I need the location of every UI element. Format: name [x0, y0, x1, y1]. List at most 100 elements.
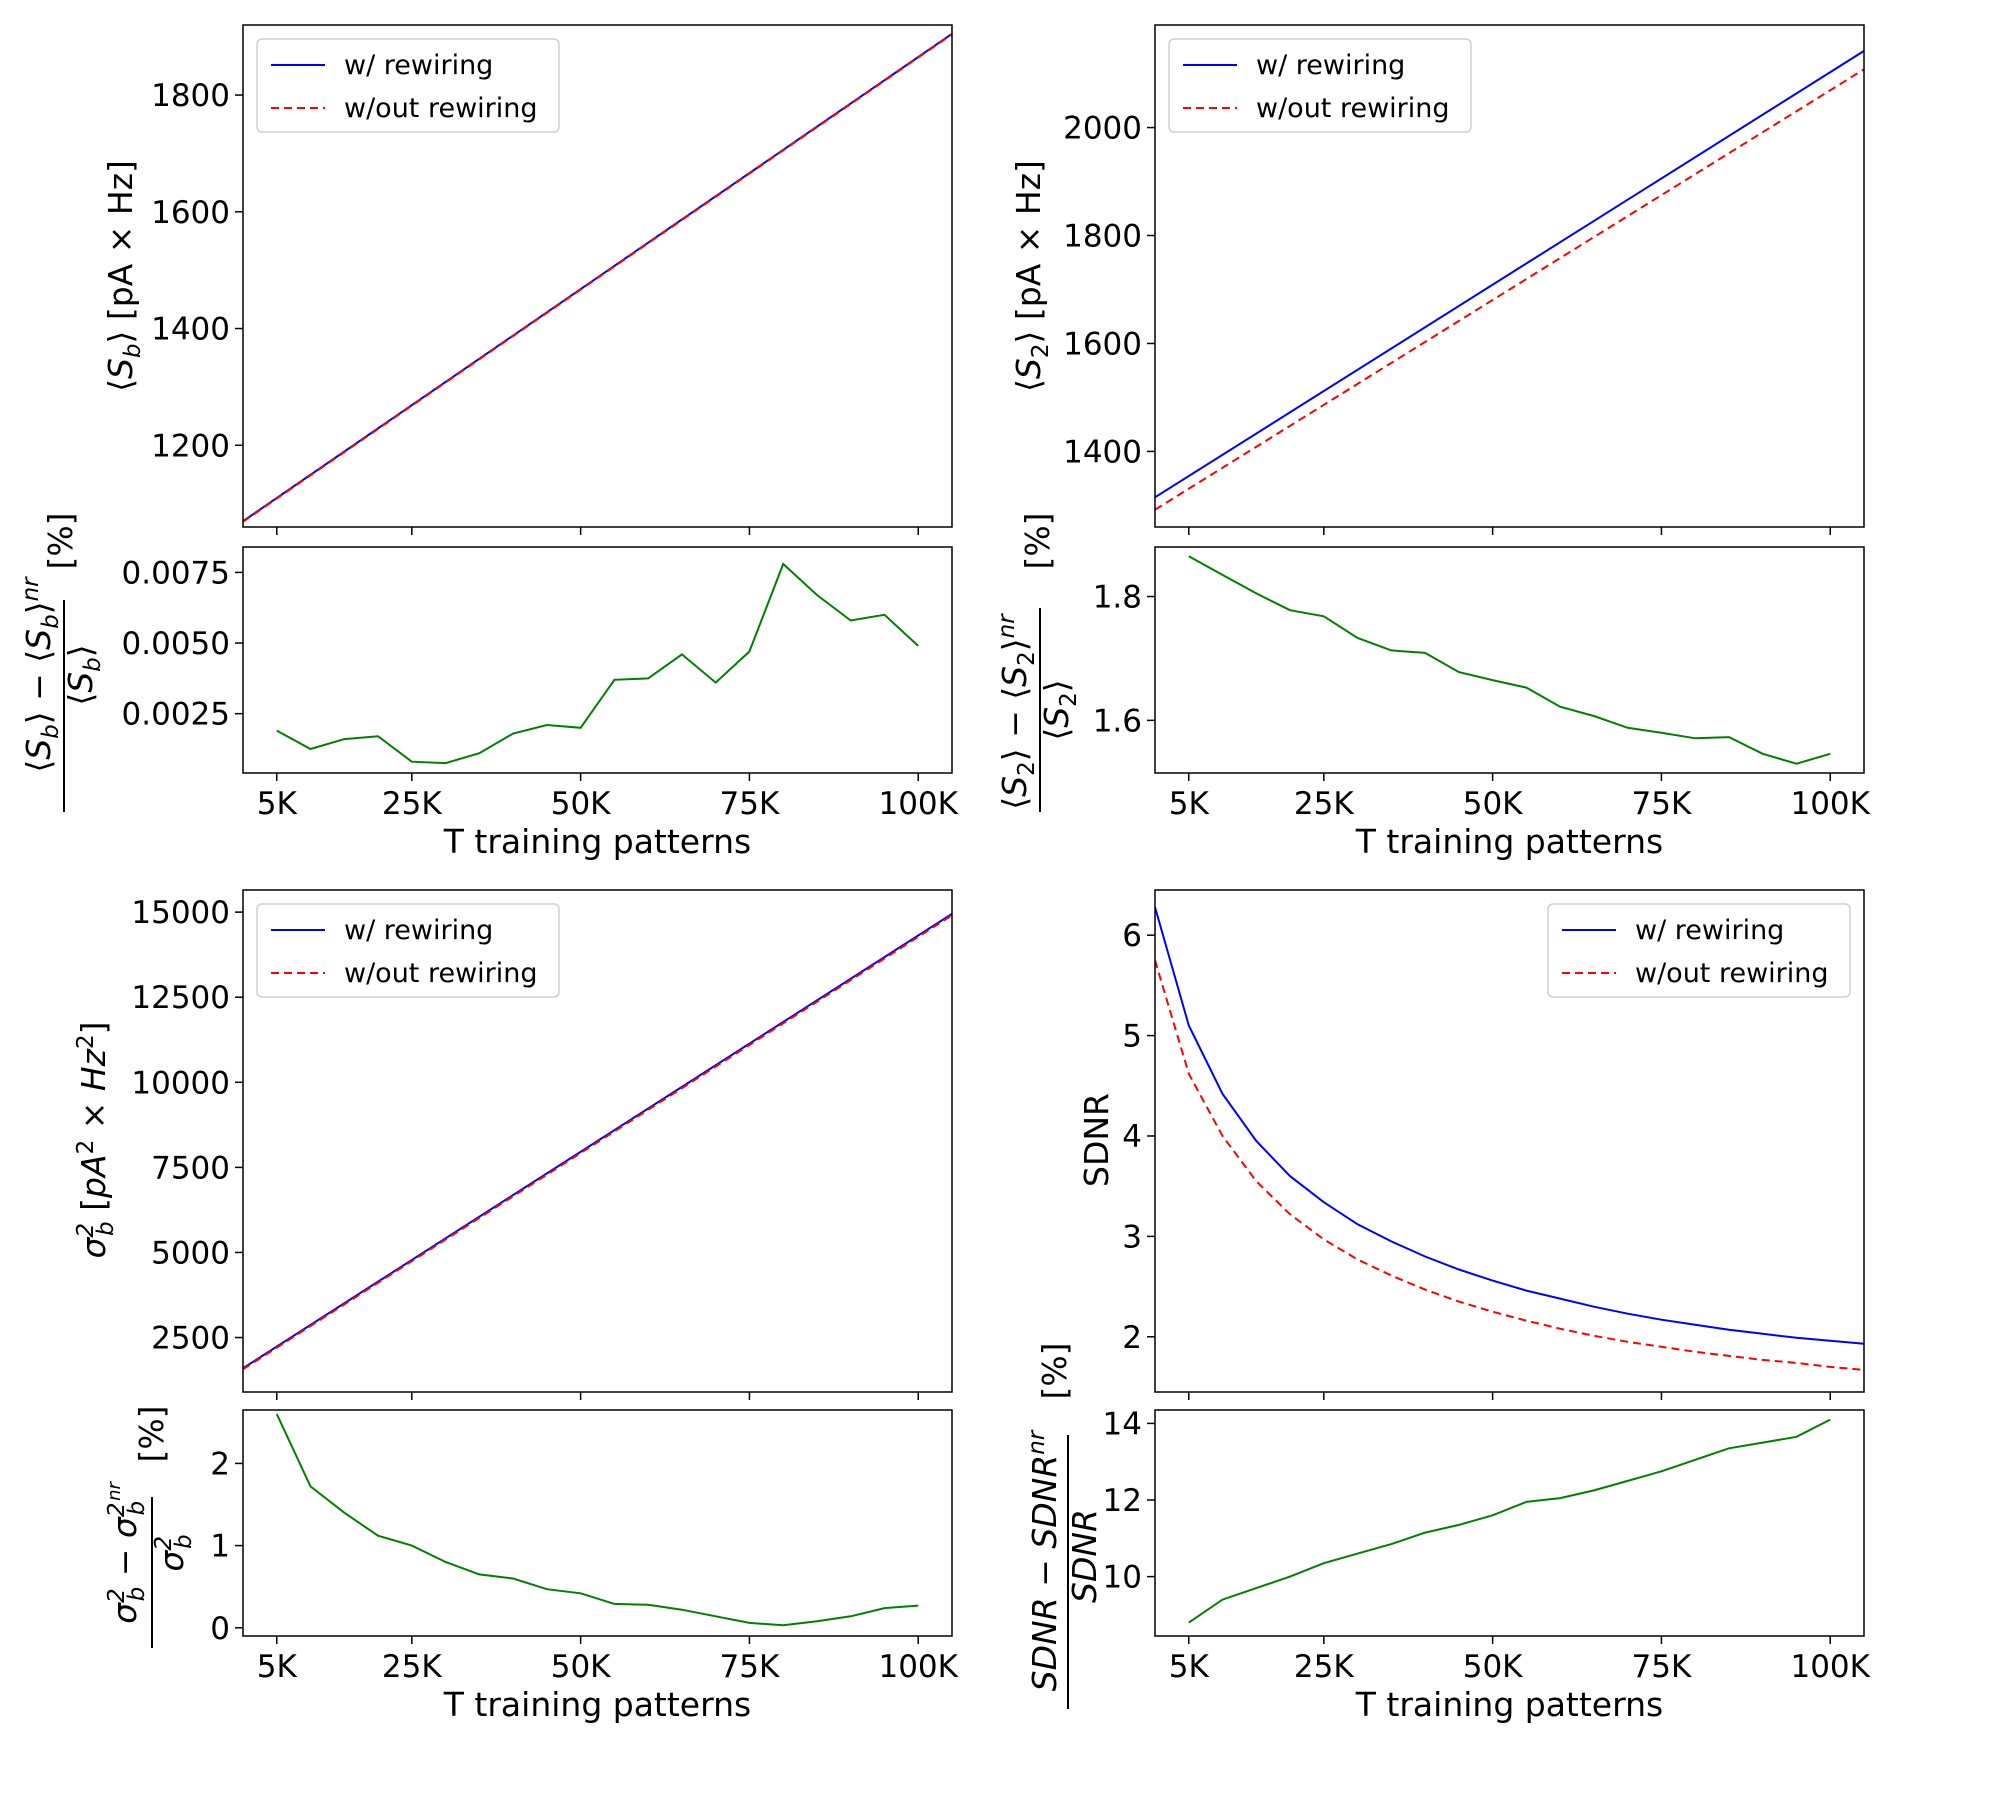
s2-bottom-xtick-label: 75K	[1632, 786, 1692, 822]
sdnr-top-legend-label-no-rewiring: w/out rewiring	[1635, 958, 1829, 989]
sb-bottom-ylabel-denominator: ⟨Sb⟩	[61, 644, 106, 705]
var-bottom-ylabel-unit: [%]	[132, 1405, 171, 1462]
s2-top-ytick-label: 1800	[1063, 219, 1142, 255]
sb-bottom-xtick-label: 100K	[878, 786, 958, 822]
chart-s2-bottom: 1.6 1.8 5K 25K 50K 75K 100K T training patterns	[1093, 546, 1871, 861]
var-top-ytick-label: 2500	[151, 1321, 230, 1357]
var-top-legend-label-no-rewiring: w/out rewiring	[344, 958, 538, 989]
var-bottom-ylabel: σ2b − σ2bnr σ2b [%]	[104, 1405, 197, 1648]
sb-top-legend-label-no-rewiring: w/out rewiring	[344, 93, 538, 124]
s2-top-legend-label-no-rewiring: w/out rewiring	[1256, 93, 1450, 124]
s2-top-series-rewiring-line	[1155, 50, 1864, 499]
s2-bottom-xtick-label: 100K	[1790, 786, 1870, 822]
s2-bottom-ytick-label: 1.8	[1093, 580, 1142, 616]
s2-top-ytick-label: 1600	[1063, 326, 1142, 362]
s2-top-ytick-label: 2000	[1063, 111, 1142, 147]
var-bottom-xtick-label: 75K	[720, 1649, 780, 1685]
sdnr-top-ytick-label: 6	[1122, 918, 1142, 954]
sdnr-bottom-xtick-label: 100K	[1790, 1649, 1870, 1685]
sb-top-ytick-label: 1400	[151, 312, 230, 348]
sdnr-bottom-xtick-label: 50K	[1463, 1649, 1523, 1685]
s2-bottom-xtick-label: 25K	[1294, 786, 1354, 822]
s2-bottom-axes-frame	[1154, 546, 1865, 774]
s2-top-legend-label-rewiring: w/ rewiring	[1256, 50, 1405, 81]
sdnr-top-series-no-rewiring-line	[1155, 960, 1864, 1371]
s2-bottom-ytick-label: 1.6	[1093, 703, 1142, 739]
s2-top-legend-box	[1168, 38, 1472, 133]
panel-s2: 1400 1600 1800 2000 w/ rewiring w/out rewirin…	[994, 24, 1871, 861]
chart-s2-top: 1400 1600 1800 2000 w/ rewiring w/out rewirin…	[1063, 24, 1865, 535]
sb-bottom-axes-frame	[242, 546, 953, 774]
sdnr-top-ytick-label: 5	[1122, 1019, 1142, 1055]
var-bottom-xtick-label: 5K	[257, 1649, 298, 1685]
sb-bottom-ytick-label: 0.0050	[122, 626, 230, 662]
sb-bottom-ytick-label: 0.0075	[122, 555, 230, 591]
var-bottom-series-difference-line	[275, 1413, 919, 1627]
var-top-ytick-label: 12500	[131, 980, 230, 1016]
s2-top-legend: w/ rewiring w/out rewiring	[1168, 38, 1472, 133]
sdnr-top-legend-label-rewiring: w/ rewiring	[1635, 915, 1784, 946]
sdnr-top-ylabel: SDNR	[1077, 1093, 1116, 1187]
s2-bottom-xlabel: T training patterns	[1355, 822, 1663, 861]
sdnr-bottom-series-difference-line	[1188, 1418, 1831, 1624]
s2-bottom-ylabel-numerator: ⟨S2⟩ − ⟨S2⟩nr	[994, 613, 1040, 810]
sb-top-ytick-label: 1600	[151, 195, 230, 231]
var-bottom-ytick-label: 2	[210, 1446, 230, 1482]
sdnr-bottom-ylabel-numerator: SDNR − SDNRnr	[1024, 1429, 1064, 1691]
s2-top-axes-frame	[1154, 24, 1865, 528]
chart-sb-top: 1200 1400 1600 1800 w/ rewiring w/out rewirin…	[151, 24, 953, 535]
sb-top-ytick-label: 1800	[151, 78, 230, 114]
var-top-legend: w/ rewiring w/out rewiring	[256, 903, 560, 998]
sb-bottom-xtick-label: 50K	[551, 786, 611, 822]
chart-sdnr-top: 2 3 4 5 6 w/ rewiring w/out rewiring	[1122, 889, 1865, 1400]
sb-bottom-xlabel: T training patterns	[443, 822, 751, 861]
var-top-series-no-rewiring-line	[243, 914, 952, 1371]
var-bottom-axes-frame	[242, 1409, 953, 1637]
var-top-ytick-label: 5000	[151, 1235, 230, 1271]
sb-bottom-xtick-label: 75K	[720, 786, 780, 822]
sdnr-bottom-ytick-label: 14	[1103, 1406, 1142, 1442]
sb-bottom-xtick-label: 25K	[382, 786, 442, 822]
s2-bottom-ylabel-unit: [%]	[1018, 512, 1057, 569]
sdnr-bottom-ytick-label: 12	[1103, 1483, 1142, 1519]
sdnr-top-series-rewiring-line	[1155, 906, 1864, 1345]
sdnr-bottom-ytick-label: 10	[1103, 1560, 1142, 1596]
var-bottom-ytick-label: 1	[210, 1529, 230, 1565]
s2-bottom-ylabel-denominator: ⟨S2⟩	[1037, 679, 1082, 740]
var-top-legend-box	[256, 903, 560, 998]
var-top-legend-label-rewiring: w/ rewiring	[344, 915, 493, 946]
var-bottom-xtick-label: 50K	[551, 1649, 611, 1685]
sb-top-legend-box	[256, 38, 560, 133]
sdnr-bottom-ylabel: SDNR − SDNRnr SDNR [%]	[1024, 1342, 1104, 1709]
sdnr-top-legend: w/ rewiring w/out rewiring	[1547, 903, 1851, 998]
var-bottom-ylabel-numerator: σ2b − σ2bnr	[104, 1481, 150, 1624]
sb-top-ylabel: ⟨Sb⟩ [pA × Hz]	[101, 160, 146, 392]
var-bottom-ylabel-denominator: σ2b	[151, 1534, 197, 1571]
panel-sb: 1200 1400 1600 1800 w/ rewiring w/out rewirin…	[18, 24, 959, 861]
chart-sdnr-bottom: 10 12 14 5K 25K 50K 75K 100K T training patterns	[1103, 1406, 1871, 1724]
sdnr-top-legend-box	[1547, 903, 1851, 998]
var-bottom-xlabel: T training patterns	[443, 1685, 751, 1724]
var-top-ytick-label: 7500	[151, 1150, 230, 1186]
panel-sdnr: 2 3 4 5 6 w/ rewiring w/out rewiring SDNR 10 12…	[1024, 889, 1871, 1724]
sdnr-bottom-xtick-label: 75K	[1632, 1649, 1692, 1685]
var-bottom-xtick-label: 100K	[878, 1649, 958, 1685]
s2-bottom-ylabel: ⟨S2⟩ − ⟨S2⟩nr ⟨S2⟩ [%]	[994, 512, 1082, 812]
var-top-ylabel: σ2b [pA2 × Hz2]	[73, 1021, 119, 1258]
sdnr-bottom-xtick-label: 5K	[1169, 1649, 1210, 1685]
sb-bottom-ytick-label: 0.0025	[122, 697, 230, 733]
s2-top-series-no-rewiring-line	[1155, 68, 1864, 511]
sdnr-bottom-ylabel-denominator: SDNR	[1065, 1509, 1104, 1603]
sdnr-top-ytick-label: 4	[1122, 1119, 1142, 1155]
sb-top-ytick-label: 1200	[151, 428, 230, 464]
s2-bottom-xtick-label: 5K	[1169, 786, 1210, 822]
sdnr-bottom-ylabel-unit: [%]	[1035, 1342, 1074, 1399]
sb-top-legend-label-rewiring: w/ rewiring	[344, 50, 493, 81]
sb-bottom-ylabel: ⟨Sb⟩ − ⟨Sb⟩nr ⟨Sb⟩ [%]	[18, 512, 106, 812]
sdnr-bottom-xtick-label: 25K	[1294, 1649, 1354, 1685]
sdnr-top-ytick-label: 2	[1122, 1320, 1142, 1356]
